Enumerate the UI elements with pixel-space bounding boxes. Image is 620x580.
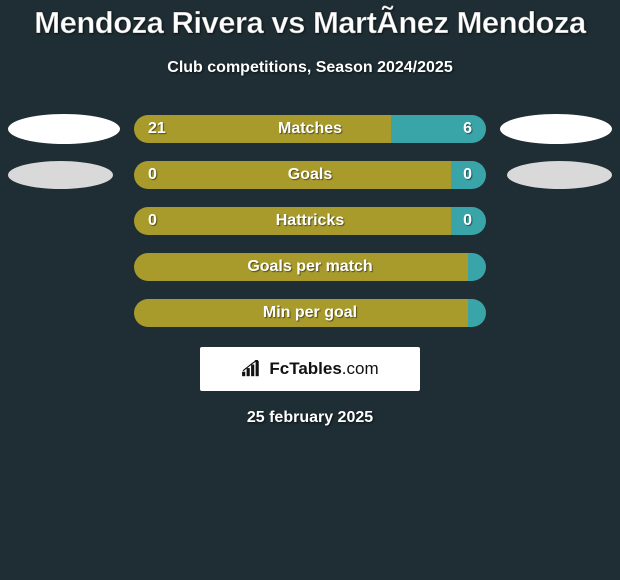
date-text: 25 february 2025	[0, 409, 620, 427]
bar-right-segment: 6	[391, 115, 486, 143]
stat-row: Min per goal	[0, 299, 620, 327]
right-value: 0	[449, 212, 486, 230]
bar-right-segment	[468, 299, 486, 327]
right-value: 0	[449, 166, 486, 184]
player-left-marker	[8, 161, 113, 189]
stat-bar: 00Hattricks	[134, 207, 486, 235]
player-right-marker	[500, 114, 612, 144]
player-left-marker	[8, 114, 120, 144]
stat-row: 216Matches	[0, 115, 620, 143]
right-value: 6	[449, 120, 486, 138]
bars-icon	[241, 360, 263, 378]
page-title: Mendoza Rivera vs MartÃnez Mendoza	[0, 5, 620, 41]
stat-row: Goals per match	[0, 253, 620, 281]
logo-box: FcTables.com	[200, 347, 420, 391]
bar-left-segment	[134, 253, 468, 281]
logo-suffix: .com	[342, 359, 379, 378]
left-value: 0	[134, 212, 171, 230]
stat-rows: 216Matches00Goals00HattricksGoals per ma…	[0, 115, 620, 327]
left-value: 0	[134, 166, 171, 184]
bar-right-segment: 0	[451, 161, 486, 189]
stat-row: 00Hattricks	[0, 207, 620, 235]
bar-left-segment: 0	[134, 207, 451, 235]
stat-bar: Min per goal	[134, 299, 486, 327]
bar-left-segment	[134, 299, 468, 327]
bar-left-segment: 0	[134, 161, 451, 189]
stat-bar: 00Goals	[134, 161, 486, 189]
subtitle: Club competitions, Season 2024/2025	[0, 59, 620, 77]
stat-bar: Goals per match	[134, 253, 486, 281]
logo-main: FcTables	[269, 359, 341, 378]
bar-left-segment: 21	[134, 115, 391, 143]
player-right-marker	[507, 161, 612, 189]
bar-right-segment: 0	[451, 207, 486, 235]
left-value: 21	[134, 120, 180, 138]
stat-row: 00Goals	[0, 161, 620, 189]
bar-right-segment	[468, 253, 486, 281]
stat-bar: 216Matches	[134, 115, 486, 143]
logo-text: FcTables.com	[269, 359, 378, 379]
